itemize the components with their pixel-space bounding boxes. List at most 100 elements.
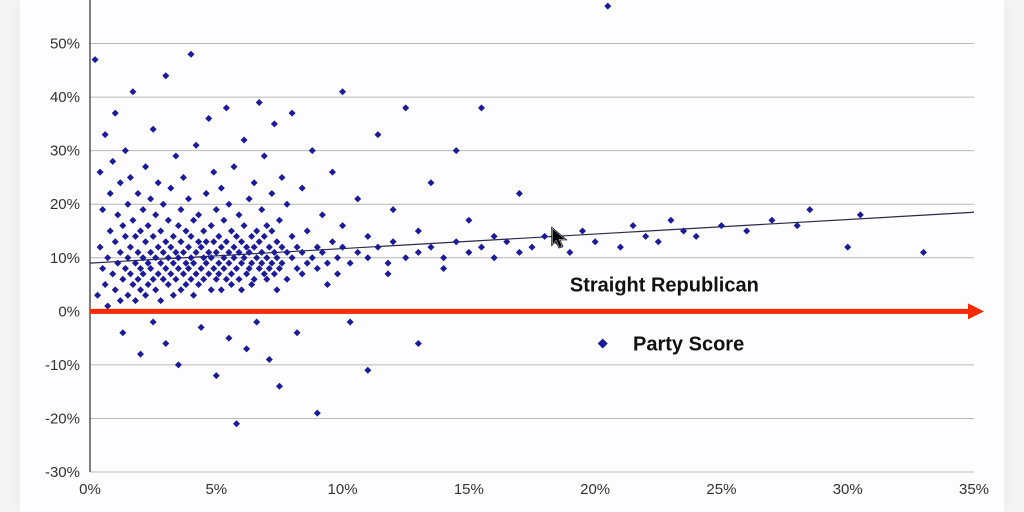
data-point: [334, 270, 341, 277]
x-tick-label: 15%: [454, 481, 484, 498]
data-point: [491, 254, 498, 261]
y-tick-label: -10%: [45, 357, 80, 374]
data-point: [655, 238, 662, 245]
data-point: [309, 254, 316, 261]
data-point: [180, 249, 187, 256]
data-point: [225, 201, 232, 208]
y-tick-label: 0%: [58, 303, 80, 320]
y-tick-label: 40%: [50, 89, 80, 106]
data-point: [172, 276, 179, 283]
data-point: [324, 260, 331, 267]
data-point: [152, 254, 159, 261]
data-point: [213, 372, 220, 379]
legend-marker-icon: [598, 338, 608, 348]
data-point: [354, 249, 361, 256]
data-point: [132, 297, 139, 304]
data-point: [114, 260, 121, 267]
data-point: [233, 420, 240, 427]
data-point: [236, 211, 243, 218]
data-point: [251, 244, 258, 251]
data-point: [299, 249, 306, 256]
data-point: [155, 179, 162, 186]
data-point: [218, 244, 225, 251]
data-point: [768, 217, 775, 224]
data-point: [205, 270, 212, 277]
data-point: [112, 286, 119, 293]
data-point: [132, 233, 139, 240]
data-point: [92, 56, 99, 63]
data-point: [220, 265, 227, 272]
data-point: [238, 286, 245, 293]
data-point: [329, 238, 336, 245]
data-point: [642, 233, 649, 240]
data-point: [160, 201, 167, 208]
data-point: [170, 260, 177, 267]
data-point: [193, 142, 200, 149]
y-tick-label: 10%: [50, 250, 80, 267]
x-tick-label: 20%: [580, 481, 610, 498]
data-point: [177, 238, 184, 245]
data-point: [339, 222, 346, 229]
data-point: [203, 238, 210, 245]
data-point: [263, 254, 270, 261]
data-point: [195, 211, 202, 218]
data-point: [427, 179, 434, 186]
data-point: [364, 367, 371, 374]
data-point: [299, 185, 306, 192]
data-point: [198, 265, 205, 272]
data-point: [592, 238, 599, 245]
data-point: [228, 270, 235, 277]
data-point: [314, 265, 321, 272]
data-point: [190, 217, 197, 224]
scatter-svg: -30%-20%-10%0%10%20%30%40%50%60%0%5%10%1…: [90, 0, 974, 472]
data-point: [415, 340, 422, 347]
data-point: [147, 195, 154, 202]
y-tick-label: 20%: [50, 196, 80, 213]
data-point: [208, 222, 215, 229]
data-point: [516, 249, 523, 256]
data-point: [127, 174, 134, 181]
data-point: [347, 260, 354, 267]
data-point: [347, 319, 354, 326]
data-point: [180, 174, 187, 181]
data-point: [339, 244, 346, 251]
data-point: [170, 233, 177, 240]
data-point: [225, 335, 232, 342]
data-point: [427, 244, 434, 251]
data-point: [134, 190, 141, 197]
data-point: [266, 356, 273, 363]
data-point: [319, 211, 326, 218]
data-point: [390, 206, 397, 213]
data-point: [175, 222, 182, 229]
data-point: [167, 270, 174, 277]
data-point: [294, 265, 301, 272]
data-point: [329, 169, 336, 176]
data-point: [104, 254, 111, 261]
data-point: [198, 324, 205, 331]
data-point: [374, 244, 381, 251]
data-point: [112, 238, 119, 245]
data-point: [440, 265, 447, 272]
data-point: [175, 361, 182, 368]
data-point: [284, 276, 291, 283]
x-tick-label: 0%: [79, 481, 101, 498]
data-point: [268, 228, 275, 235]
data-point: [165, 254, 172, 261]
data-point: [114, 211, 121, 218]
data-point: [107, 228, 114, 235]
data-point: [440, 254, 447, 261]
data-point: [205, 115, 212, 122]
data-point: [200, 228, 207, 235]
x-tick-label: 25%: [706, 481, 736, 498]
data-point: [223, 104, 230, 111]
data-point: [617, 244, 624, 251]
data-point: [124, 201, 131, 208]
data-point: [112, 110, 119, 117]
data-point: [97, 169, 104, 176]
plot-area: -30%-20%-10%0%10%20%30%40%50%60%0%5%10%1…: [90, 0, 974, 472]
data-point: [190, 292, 197, 299]
data-point: [150, 276, 157, 283]
data-point: [213, 249, 220, 256]
data-point: [251, 179, 258, 186]
data-point: [289, 110, 296, 117]
